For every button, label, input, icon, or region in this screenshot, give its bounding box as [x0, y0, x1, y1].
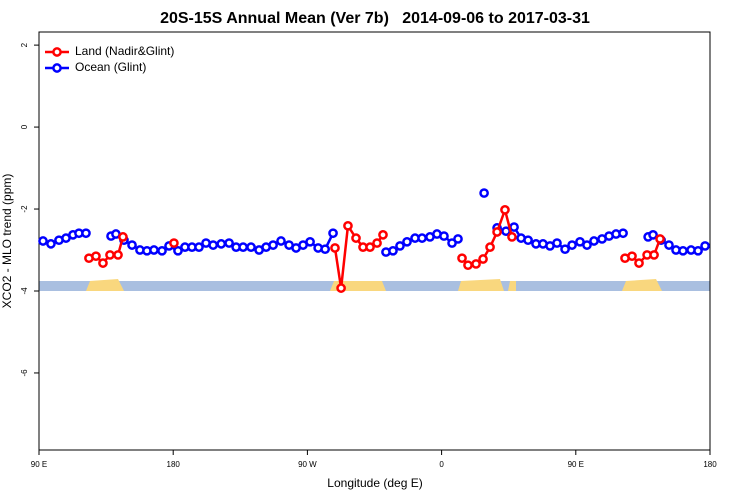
- y-tick-label: -4: [20, 287, 29, 295]
- series-line: [88, 205, 662, 289]
- point: [479, 188, 489, 198]
- point: [194, 242, 204, 252]
- point: [693, 245, 703, 256]
- point: [224, 238, 234, 248]
- point: [173, 245, 183, 256]
- point: [157, 245, 167, 256]
- point: [351, 233, 361, 243]
- x-tick-label: 180: [703, 460, 717, 469]
- point: [388, 245, 398, 256]
- point: [246, 242, 256, 252]
- point: [567, 240, 577, 250]
- x-tick-label: 90 E: [31, 460, 47, 469]
- legend-label: Ocean (Glint): [75, 60, 146, 74]
- legend-marker: [52, 47, 62, 57]
- point: [560, 244, 570, 255]
- point: [91, 251, 101, 262]
- y-tick-label: 0: [20, 124, 29, 129]
- point: [457, 253, 467, 264]
- chart-title: 20S-15S Annual Mean (Ver 7b) 2014-09-06 …: [160, 10, 590, 27]
- land-band: [622, 279, 662, 291]
- point: [627, 251, 637, 262]
- surface-mask: [39, 279, 710, 291]
- point: [268, 240, 278, 250]
- point: [678, 245, 688, 256]
- series: [38, 188, 710, 257]
- point: [127, 240, 137, 250]
- y-tick-label: -2: [20, 205, 29, 213]
- point: [238, 242, 248, 252]
- point: [113, 250, 123, 260]
- point: [649, 250, 659, 260]
- point: [453, 234, 463, 244]
- point: [169, 238, 179, 248]
- point: [320, 244, 330, 255]
- point: [38, 236, 48, 246]
- point: [492, 227, 502, 237]
- point: [378, 230, 388, 240]
- x-tick-label: 90 W: [298, 460, 317, 469]
- point: [118, 232, 128, 242]
- point: [500, 205, 510, 215]
- point: [343, 220, 353, 231]
- point: [208, 240, 219, 250]
- point: [98, 258, 108, 268]
- point: [589, 236, 599, 246]
- point: [365, 242, 375, 252]
- point: [149, 245, 159, 255]
- point: [305, 236, 315, 247]
- y-tick-label: 2: [20, 42, 29, 47]
- point: [471, 259, 481, 269]
- point: [276, 236, 286, 246]
- point: [216, 239, 227, 249]
- land-band: [458, 279, 516, 291]
- series: [84, 205, 665, 293]
- land-band: [86, 279, 124, 291]
- point: [330, 243, 340, 253]
- point: [485, 242, 495, 252]
- legend-label: Land (Nadir&Glint): [75, 44, 174, 58]
- point: [552, 238, 562, 248]
- x-tick-label: 90 E: [568, 460, 584, 469]
- point: [402, 236, 412, 247]
- point: [81, 228, 91, 239]
- point: [648, 230, 658, 240]
- point: [439, 231, 449, 241]
- point: [372, 238, 382, 248]
- x-tick-label: 180: [167, 460, 181, 469]
- legend-marker: [52, 63, 62, 73]
- point: [507, 232, 517, 242]
- point: [417, 233, 427, 243]
- point: [105, 250, 115, 260]
- point: [664, 240, 674, 250]
- point: [655, 234, 665, 244]
- point: [395, 241, 405, 251]
- point: [336, 283, 346, 293]
- x-tick-label: 0: [439, 460, 444, 469]
- y-tick-label: -6: [20, 369, 29, 377]
- point: [328, 228, 338, 239]
- point: [618, 228, 628, 239]
- point: [509, 222, 519, 232]
- x-axis-label: Longitude (deg E): [327, 476, 422, 490]
- point: [582, 240, 592, 250]
- point: [478, 254, 488, 264]
- point: [700, 241, 710, 251]
- point: [463, 260, 473, 271]
- point: [523, 235, 533, 246]
- point: [46, 239, 56, 249]
- y-axis-label: XCO2 - MLO trend (ppm): [0, 174, 14, 309]
- point: [634, 258, 644, 268]
